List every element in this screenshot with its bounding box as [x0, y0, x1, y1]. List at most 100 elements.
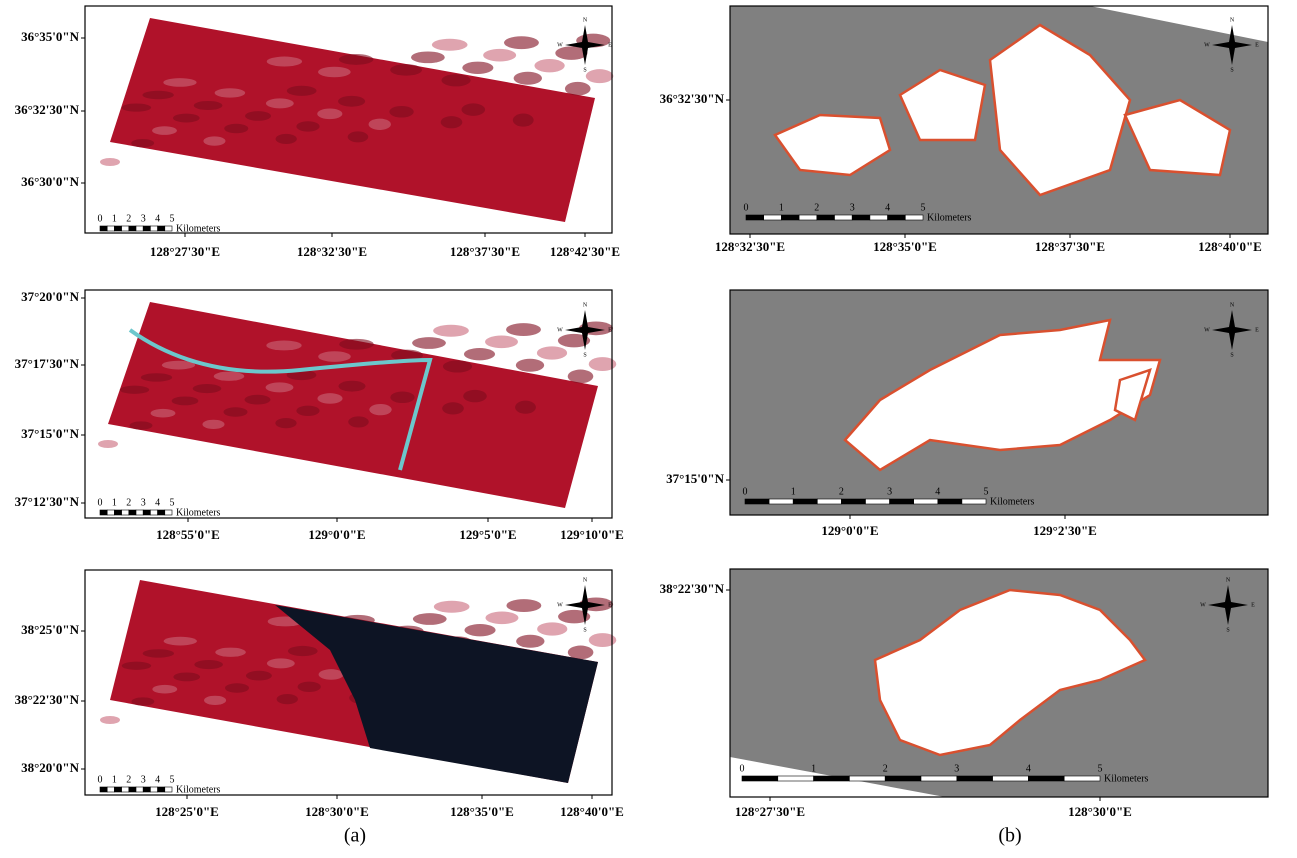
longitude-label: 129°2'30"E — [1033, 523, 1097, 538]
longitude-label: 128°32'30"E — [297, 244, 367, 259]
scale-label: 5 — [1098, 763, 1103, 774]
scale-segment — [114, 787, 121, 792]
scale-segment — [158, 787, 165, 792]
terrain-texture — [434, 601, 470, 613]
terrain-texture — [318, 351, 351, 362]
scale-label: 2 — [883, 763, 888, 774]
terrain-texture — [413, 613, 447, 625]
caption: (b) — [998, 825, 1021, 847]
terrain-texture — [142, 91, 173, 99]
scale-segment — [841, 499, 865, 504]
longitude-label: 128°35'0"E — [873, 239, 937, 254]
longitude-label: 128°40'0"E — [560, 804, 624, 819]
terrain-texture — [246, 671, 272, 681]
terrain-texture — [266, 382, 294, 392]
compass-letter: E — [608, 327, 612, 333]
scale-label: 3 — [887, 486, 892, 497]
scale-label: 5 — [984, 486, 989, 497]
terrain-texture — [441, 116, 463, 128]
scale-segment — [1064, 776, 1100, 781]
compass-letter: N — [1230, 17, 1235, 23]
scale-segment — [129, 787, 136, 792]
terrain-texture — [464, 348, 495, 360]
terrain-texture — [338, 96, 365, 107]
scale-segment — [778, 776, 814, 781]
terrain-texture — [485, 612, 518, 625]
longitude-label: 128°35'0"E — [450, 804, 514, 819]
longitude-label: 128°25'0"E — [155, 804, 219, 819]
terrain-texture — [463, 390, 487, 402]
scale-segment — [136, 510, 143, 515]
latitude-label: 36°32'30"N — [15, 102, 80, 117]
scale-label: 0 — [98, 213, 103, 224]
terrain-texture — [100, 716, 120, 724]
scale-segment — [962, 499, 986, 504]
scale-label: 4 — [155, 213, 160, 224]
scale-segment — [165, 226, 172, 231]
terrain-texture — [504, 36, 539, 49]
terrain-texture — [506, 323, 541, 336]
compass-letter: S — [1230, 352, 1233, 358]
terrain-texture — [465, 624, 496, 636]
terrain-texture — [163, 78, 196, 87]
terrain-texture — [462, 103, 486, 115]
terrain-texture — [288, 646, 318, 656]
scale-segment — [107, 226, 114, 231]
terrain-texture — [586, 69, 614, 83]
latitude-label: 37°12'30"N — [15, 494, 80, 509]
scale-label: 4 — [885, 202, 890, 213]
latitude-label: 37°17'30"N — [15, 356, 80, 371]
compass-letter: N — [583, 577, 588, 583]
terrain-texture — [317, 109, 342, 120]
scale-label: 4 — [155, 774, 160, 785]
scale-label: 1 — [112, 497, 117, 508]
longitude-label: 129°0'0"E — [308, 527, 365, 542]
scale-segment — [905, 215, 923, 220]
scale-segment — [122, 226, 129, 231]
scale-label: 1 — [779, 202, 784, 213]
compass-letter: E — [1255, 42, 1259, 48]
scale-segment — [769, 499, 793, 504]
scale-label: 3 — [954, 763, 959, 774]
longitude-label: 128°37'30"E — [450, 244, 520, 259]
terrain-texture — [339, 54, 374, 65]
terrain-texture — [565, 82, 591, 96]
longitude-label: 128°27'30"E — [150, 244, 220, 259]
compass-letter: S — [583, 627, 586, 633]
latitude-label: 37°20'0"N — [21, 289, 80, 304]
terrain-texture — [267, 57, 302, 67]
scale-segment — [150, 787, 157, 792]
scale-label: 2 — [126, 774, 131, 785]
scale-segment — [1028, 776, 1064, 781]
map-panel: 38°25'0"N38°22'30"N38°20'0"N128°25'0"E12… — [15, 570, 624, 819]
compass-letter: E — [608, 42, 612, 48]
longitude-label: 128°30'0"E — [1068, 804, 1132, 819]
scale-segment — [107, 787, 114, 792]
scale-segment — [849, 776, 885, 781]
scale-segment — [888, 215, 906, 220]
scale-segment — [746, 215, 764, 220]
scale-segment — [114, 226, 121, 231]
terrain-texture — [215, 648, 246, 657]
latitude-label: 36°30'0"N — [21, 174, 80, 189]
terrain-texture — [298, 682, 321, 692]
map-panel: 36°35'0"N36°32'30"N36°30'0"N128°27'30"E1… — [15, 6, 621, 259]
terrain-texture — [266, 340, 301, 350]
scale-unit: Kilometers — [176, 784, 221, 795]
scale-label: 1 — [112, 213, 117, 224]
scale-segment — [100, 510, 107, 515]
latitude-label: 38°22'30"N — [660, 581, 725, 596]
compass-letter: N — [583, 17, 588, 23]
longitude-label: 129°0'0"E — [821, 523, 878, 538]
terrain-texture — [224, 407, 248, 417]
terrain-texture — [100, 158, 120, 166]
scale-segment — [885, 776, 921, 781]
longitude-label: 128°30'0"E — [305, 804, 369, 819]
terrain-texture — [338, 381, 365, 392]
compass-letter: S — [583, 67, 586, 73]
terrain-texture — [194, 101, 223, 110]
terrain-texture — [141, 373, 172, 381]
scale-label: 2 — [814, 202, 819, 213]
latitude-label: 38°25'0"N — [21, 622, 80, 637]
terrain-texture — [534, 59, 564, 72]
